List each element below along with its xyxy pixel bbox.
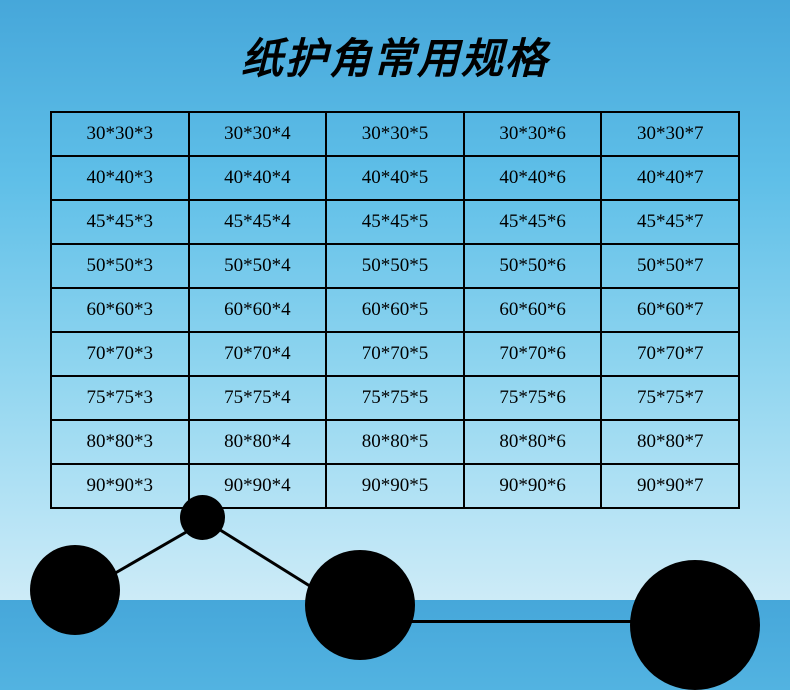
spec-cell: 45*45*5 <box>326 200 464 244</box>
spec-cell: 50*50*3 <box>51 244 189 288</box>
spec-cell: 60*60*3 <box>51 288 189 332</box>
decoration-circle <box>180 495 225 540</box>
table-row: 30*30*330*30*430*30*530*30*630*30*7 <box>51 112 739 156</box>
spec-cell: 60*60*6 <box>464 288 602 332</box>
spec-cell: 80*80*3 <box>51 420 189 464</box>
spec-cell: 30*30*6 <box>464 112 602 156</box>
spec-cell: 75*75*7 <box>601 376 739 420</box>
spec-cell: 30*30*7 <box>601 112 739 156</box>
spec-cell: 80*80*5 <box>326 420 464 464</box>
spec-cell: 50*50*4 <box>189 244 327 288</box>
spec-cell: 70*70*7 <box>601 332 739 376</box>
spec-cell: 75*75*5 <box>326 376 464 420</box>
spec-table: 30*30*330*30*430*30*530*30*630*30*740*40… <box>50 111 740 509</box>
table-row: 80*80*380*80*480*80*580*80*680*80*7 <box>51 420 739 464</box>
spec-cell: 50*50*6 <box>464 244 602 288</box>
spec-cell: 30*30*4 <box>189 112 327 156</box>
table-row: 75*75*375*75*475*75*575*75*675*75*7 <box>51 376 739 420</box>
table-row: 90*90*390*90*490*90*590*90*690*90*7 <box>51 464 739 508</box>
spec-cell: 40*40*3 <box>51 156 189 200</box>
spec-cell: 70*70*4 <box>189 332 327 376</box>
spec-cell: 80*80*6 <box>464 420 602 464</box>
spec-cell: 30*30*3 <box>51 112 189 156</box>
table-row: 40*40*340*40*440*40*540*40*640*40*7 <box>51 156 739 200</box>
decoration-circle <box>305 550 415 660</box>
spec-cell: 50*50*7 <box>601 244 739 288</box>
spec-cell: 40*40*4 <box>189 156 327 200</box>
spec-cell: 70*70*5 <box>326 332 464 376</box>
table-row: 50*50*350*50*450*50*550*50*650*50*7 <box>51 244 739 288</box>
spec-cell: 60*60*7 <box>601 288 739 332</box>
spec-cell: 90*90*5 <box>326 464 464 508</box>
spec-cell: 45*45*4 <box>189 200 327 244</box>
table-row: 70*70*370*70*470*70*570*70*670*70*7 <box>51 332 739 376</box>
spec-cell: 75*75*3 <box>51 376 189 420</box>
spec-cell: 80*80*4 <box>189 420 327 464</box>
table-row: 45*45*345*45*445*45*545*45*645*45*7 <box>51 200 739 244</box>
spec-cell: 90*90*3 <box>51 464 189 508</box>
spec-cell: 75*75*6 <box>464 376 602 420</box>
spec-table-container: 30*30*330*30*430*30*530*30*630*30*740*40… <box>50 111 740 509</box>
spec-cell: 70*70*3 <box>51 332 189 376</box>
spec-cell: 45*45*3 <box>51 200 189 244</box>
spec-cell: 80*80*7 <box>601 420 739 464</box>
spec-cell: 90*90*7 <box>601 464 739 508</box>
table-row: 60*60*360*60*460*60*560*60*660*60*7 <box>51 288 739 332</box>
spec-cell: 50*50*5 <box>326 244 464 288</box>
spec-cell: 60*60*4 <box>189 288 327 332</box>
decoration-circle <box>630 560 760 690</box>
spec-cell: 45*45*7 <box>601 200 739 244</box>
spec-cell: 75*75*4 <box>189 376 327 420</box>
spec-cell: 60*60*5 <box>326 288 464 332</box>
decoration-circle <box>30 545 120 635</box>
spec-cell: 45*45*6 <box>464 200 602 244</box>
spec-cell: 30*30*5 <box>326 112 464 156</box>
spec-cell: 70*70*6 <box>464 332 602 376</box>
page-title: 纸护角常用规格 <box>0 0 790 86</box>
spec-cell: 40*40*7 <box>601 156 739 200</box>
spec-cell: 90*90*6 <box>464 464 602 508</box>
spec-cell: 40*40*6 <box>464 156 602 200</box>
spec-cell: 40*40*5 <box>326 156 464 200</box>
